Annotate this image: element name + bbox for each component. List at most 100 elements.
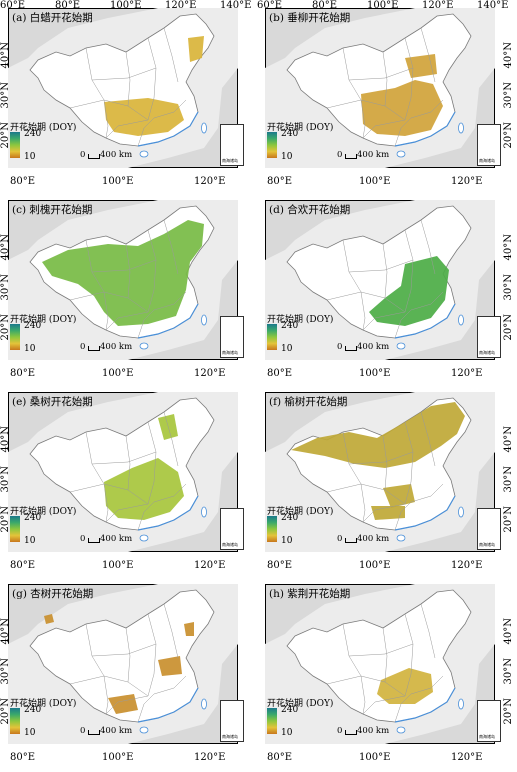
scale-zero: 0 — [337, 342, 343, 352]
province-boundary — [382, 435, 388, 491]
province-boundary — [105, 503, 149, 523]
map-a — [8, 8, 238, 168]
province-boundary — [326, 291, 406, 313]
province-boundary — [326, 675, 406, 697]
legend-max: 240 — [24, 513, 42, 523]
lon-tick-bottom: 100°E — [359, 752, 391, 763]
legend-min: 10 — [281, 344, 293, 354]
province-boundary — [394, 99, 444, 147]
map-panel-g: (g) 杏树开花始期 开花始期 (DOY) 240 10 0 400 km 南海诸岛 — [8, 584, 244, 744]
legend-max: 240 — [281, 513, 299, 523]
province-boundary — [125, 51, 131, 107]
lon-tick-bottom: 80°E — [267, 752, 293, 763]
coastline — [394, 303, 456, 339]
scale-distance: 400 km — [100, 534, 133, 544]
province-boundary — [91, 451, 157, 465]
province-boundary — [420, 27, 436, 83]
color-legend: 开花始期 (DOY) 240 10 — [267, 696, 341, 742]
scale-bar: 0 400 km — [337, 532, 397, 546]
province-boundary — [163, 219, 179, 275]
coastline — [137, 687, 199, 723]
color-legend: 开花始期 (DOY) 240 10 — [267, 120, 341, 166]
province-boundary — [394, 675, 444, 723]
lon-tick-bottom: 120°E — [194, 560, 226, 571]
color-legend: 开花始期 (DOY) 240 10 — [267, 504, 341, 550]
province-boundary — [147, 229, 157, 313]
province-boundary — [360, 291, 366, 331]
inset-label: 南海诸岛 — [479, 734, 495, 739]
hainan-island — [396, 342, 406, 350]
scale-distance: 400 km — [357, 534, 390, 544]
lon-tick-bottom: 120°E — [451, 176, 483, 187]
map-f — [265, 392, 495, 552]
lon-tick-bottom: 80°E — [10, 368, 36, 379]
scale-line — [345, 346, 357, 351]
hainan-island — [139, 534, 149, 542]
map-panel-a: (a) 白蜡开花始期 开花始期 (DOY) 240 10 0 400 km 南海诸岛 — [8, 8, 244, 168]
province-boundary — [69, 675, 149, 697]
lat-tick-left: 20°N — [0, 314, 11, 341]
lon-tick-bottom: 80°E — [267, 176, 293, 187]
china-outline — [29, 589, 215, 723]
taiwan-island — [201, 506, 207, 518]
coastline — [394, 687, 456, 723]
scale-zero: 0 — [337, 534, 343, 544]
hainan-island — [396, 534, 406, 542]
legend-color-bar — [10, 516, 20, 542]
map-panel-f: (f) 榆树开花始期 开花始期 (DOY) 240 10 0 400 km 南海诸岛 — [265, 392, 501, 552]
panel-title: (b) 垂柳开花始期 — [269, 12, 351, 24]
flowering-coverage-1 — [188, 36, 204, 62]
map-panel-c: (c) 刺槐开花始期 开花始期 (DOY) 240 10 0 400 km 南海诸岛 — [8, 200, 244, 360]
coastline — [137, 303, 199, 339]
province-boundary — [404, 37, 414, 121]
taiwan-island — [458, 506, 464, 518]
lon-tick-bottom: 100°E — [102, 560, 134, 571]
lon-tick-bottom: 80°E — [10, 752, 36, 763]
legend-title: 开花始期 (DOY) — [267, 123, 334, 133]
lon-tick-top: 140°E — [477, 0, 509, 11]
hainan-island — [139, 726, 149, 734]
scale-line — [88, 154, 100, 159]
province-boundary — [103, 483, 109, 523]
province-boundary — [348, 451, 414, 465]
lat-tick-right: 30°N — [503, 466, 514, 493]
lat-tick-right: 40°N — [503, 234, 514, 261]
inset-label: 南海诸岛 — [479, 350, 495, 355]
province-boundary — [69, 99, 149, 121]
inset-label: 南海诸岛 — [479, 542, 495, 547]
coastline — [394, 111, 456, 147]
scale-zero: 0 — [80, 150, 86, 160]
map-h — [265, 584, 495, 744]
scale-zero: 0 — [337, 726, 343, 736]
scale-bar: 0 400 km — [337, 724, 397, 738]
flowering-coverage-1 — [383, 484, 415, 508]
legend-max: 240 — [24, 705, 42, 715]
lon-tick-bottom: 120°E — [451, 752, 483, 763]
flowering-coverage-2 — [371, 506, 405, 520]
flowering-coverage-1 — [158, 414, 178, 440]
panel-title: (a) 白蜡开花始期 — [12, 12, 93, 24]
province-boundary — [326, 483, 406, 505]
province-boundary — [105, 119, 149, 139]
province-boundary — [147, 613, 157, 697]
province-boundary — [420, 411, 436, 467]
color-legend: 开花始期 (DOY) 240 10 — [10, 504, 84, 550]
scale-distance: 400 km — [357, 726, 390, 736]
province-boundary — [348, 643, 414, 657]
flowering-coverage-0 — [361, 80, 443, 136]
legend-min: 10 — [281, 152, 293, 162]
legend-color-bar — [267, 516, 277, 542]
lon-tick-bottom: 100°E — [359, 176, 391, 187]
map-c — [8, 200, 238, 360]
legend-color-bar — [267, 324, 277, 350]
coastline — [394, 495, 456, 531]
color-legend: 开花始期 (DOY) 240 10 — [10, 312, 84, 358]
lon-tick-bottom: 80°E — [267, 560, 293, 571]
legend-max: 240 — [281, 321, 299, 331]
flowering-coverage-1 — [405, 54, 437, 78]
south-china-sea-inset: 南海诸岛 — [477, 124, 501, 166]
lat-tick-left: 40°N — [0, 426, 11, 453]
lon-tick-top: 80°E — [312, 0, 338, 11]
scale-distance: 400 km — [100, 726, 133, 736]
map-panel-e: (e) 桑树开花始期 开花始期 (DOY) 240 10 0 400 km 南海诸岛 — [8, 392, 244, 552]
